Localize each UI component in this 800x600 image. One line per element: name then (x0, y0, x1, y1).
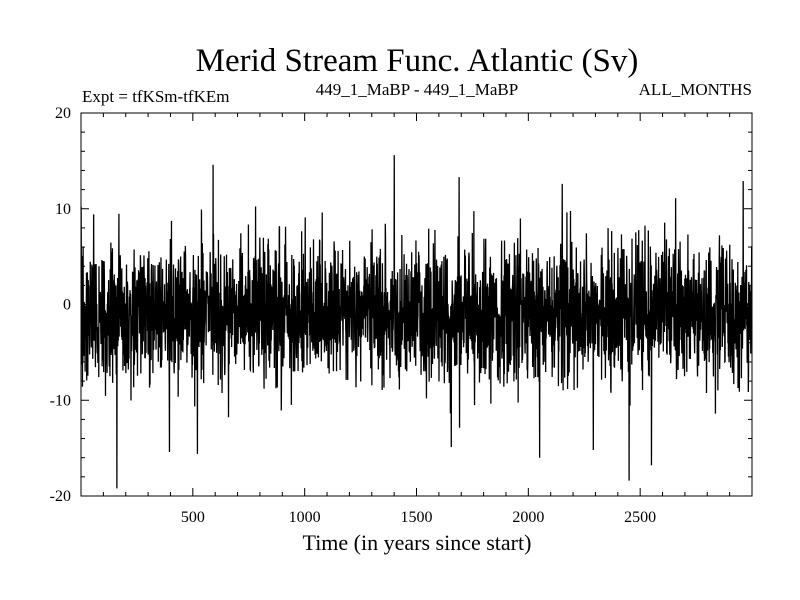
x-tick-label: 2000 (512, 509, 544, 526)
series-line (80, 155, 753, 489)
y-tick-label: 20 (55, 105, 71, 122)
plot-frame (80, 112, 753, 497)
chart-title: Merid Stream Func. Atlantic (Sv) (196, 43, 639, 79)
x-tick-label: 1500 (401, 509, 433, 526)
y-tick-label: 10 (55, 201, 71, 218)
y-tick-label: -10 (50, 392, 71, 409)
experiment-label: Expt = tfKSm-tfKEm (82, 87, 229, 106)
period-label: 449_1_MaBP - 449_1_MaBP (316, 80, 518, 99)
months-label: ALL_MONTHS (639, 80, 752, 99)
ticks-group: 500 1000 1500 2000 2500 -20 -10 0 10 20 (50, 105, 752, 526)
x-axis-label: Time (in years since start) (303, 530, 532, 555)
y-tick-label: 0 (63, 297, 71, 314)
y-tick-label: -20 (50, 488, 71, 505)
x-tick-label: 2500 (624, 509, 656, 526)
series-group (80, 155, 753, 489)
x-tick-label: 500 (181, 509, 205, 526)
x-tick-label: 1000 (289, 509, 321, 526)
